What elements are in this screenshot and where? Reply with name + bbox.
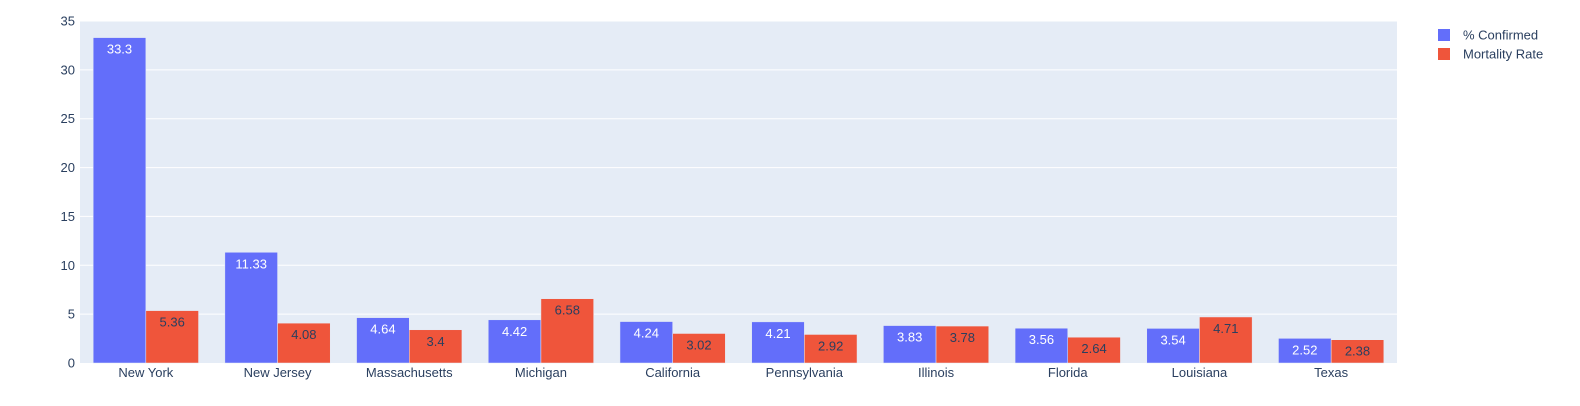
- bar[interactable]: [1067, 336, 1121, 364]
- y-tick-label: 30: [61, 62, 75, 77]
- data-label: 2.64: [1081, 341, 1106, 356]
- x-tick-label: New York: [118, 365, 173, 380]
- bar[interactable]: [672, 333, 726, 364]
- y-tick-label: 0: [68, 356, 75, 371]
- x-tick-label: Louisiana: [1172, 365, 1228, 380]
- data-label: 4.42: [502, 324, 527, 339]
- x-tick-label: New Jersey: [244, 365, 312, 380]
- legend: % Confirmed Mortality Rate: [1438, 28, 1543, 62]
- bar[interactable]: [619, 321, 673, 364]
- data-label: 3.4: [427, 334, 445, 349]
- data-label: 5.36: [160, 315, 185, 330]
- data-label: 11.33: [235, 256, 267, 271]
- x-tick-label: Pennsylvania: [766, 365, 844, 380]
- legend-swatch[interactable]: [1438, 48, 1450, 60]
- x-tick-label: Michigan: [515, 365, 567, 380]
- y-tick-label: 5: [68, 307, 75, 322]
- y-tick-label: 10: [61, 258, 75, 273]
- bar[interactable]: [145, 310, 199, 364]
- x-tick-label: Massachusetts: [366, 365, 453, 380]
- bar[interactable]: [1330, 339, 1385, 364]
- y-tick-label: 15: [61, 209, 75, 224]
- data-label: 4.21: [765, 326, 790, 341]
- x-axis: New York New Jersey Massachusetts Michigan C…: [118, 365, 1348, 380]
- legend-label[interactable]: % Confirmed: [1463, 28, 1538, 43]
- gridlines: [80, 20, 1397, 315]
- data-label: 2.52: [1292, 342, 1317, 357]
- plot-background: [80, 21, 1397, 363]
- bar[interactable]: [751, 321, 805, 364]
- x-tick-label: California: [645, 365, 701, 380]
- bar[interactable]: [883, 325, 937, 364]
- legend-label[interactable]: Mortality Rate: [1463, 47, 1543, 62]
- data-label: 4.08: [291, 327, 316, 342]
- data-label: 3.78: [950, 330, 975, 345]
- data-label: 2.92: [818, 338, 843, 353]
- data-label: 3.02: [686, 337, 711, 352]
- y-axis: 0 5 10 15 20 25 30 35: [61, 14, 75, 371]
- legend-swatch[interactable]: [1438, 29, 1450, 41]
- x-tick-label: Illinois: [918, 365, 955, 380]
- bar[interactable]: [92, 37, 147, 364]
- y-tick-label: 35: [61, 14, 75, 29]
- bar[interactable]: [935, 325, 989, 364]
- data-label: 4.24: [634, 326, 659, 341]
- data-label: 4.71: [1213, 321, 1238, 336]
- bar[interactable]: [356, 317, 410, 364]
- bar[interactable]: [488, 319, 542, 364]
- data-label: 3.56: [1029, 332, 1054, 347]
- bar[interactable]: [1199, 316, 1253, 364]
- bars: 33.3 5.36 11.33 4.08 4.64 3.4 4.42 6.58 4.24 3.02…: [92, 37, 1385, 364]
- bar[interactable]: [804, 334, 858, 364]
- data-label: 3.54: [1160, 332, 1185, 347]
- data-label: 6.58: [555, 303, 580, 318]
- data-label: 3.83: [897, 330, 922, 345]
- bar[interactable]: [540, 298, 594, 364]
- bar[interactable]: [1278, 338, 1332, 364]
- y-tick-label: 25: [61, 111, 75, 126]
- data-label: 4.64: [370, 322, 395, 337]
- y-tick-label: 20: [61, 160, 75, 175]
- bar[interactable]: [409, 329, 463, 364]
- bar[interactable]: [224, 252, 278, 364]
- bar[interactable]: [1014, 327, 1069, 364]
- data-label: 33.3: [107, 42, 132, 57]
- bar[interactable]: [277, 322, 331, 364]
- x-tick-label: Texas: [1314, 365, 1348, 380]
- data-label: 2.38: [1345, 344, 1370, 359]
- x-tick-label: Florida: [1048, 365, 1089, 380]
